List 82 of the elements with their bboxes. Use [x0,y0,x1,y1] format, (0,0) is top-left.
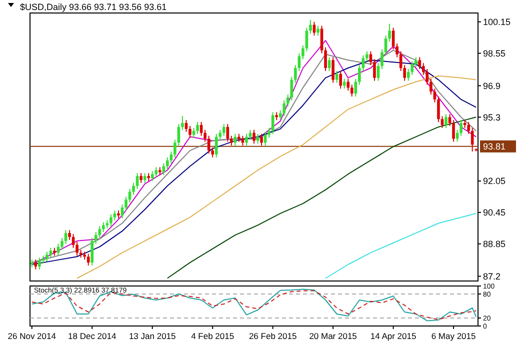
ref-line-label: 93.81 [483,142,506,152]
chart-title: $USD,Daily 93.66 93.71 93.56 93.61 [20,2,167,12]
candlestick [316,25,320,36]
candlestick [346,78,350,92]
candlestick [207,135,210,154]
candlestick [113,210,116,221]
candlestick [444,114,448,128]
x-tick-label: 4 Feb 2015 [191,331,234,341]
y-tick-label: 87.2 [483,271,501,282]
candlestick [373,58,376,82]
candlestick [136,172,139,190]
candlestick [214,133,218,158]
candlestick [72,234,75,248]
candlestick [354,78,358,98]
candlestick [332,56,334,84]
line-series [76,75,477,279]
candlestick [140,172,142,184]
candlestick [260,133,263,146]
candlestick [162,162,166,176]
candlestick [34,259,38,270]
candlestick [46,251,48,262]
candlestick [102,222,105,233]
candlestick [120,204,124,219]
candlestick [196,122,199,134]
x-tick-label: 20 Mar 2015 [309,331,358,341]
candlestick [252,129,256,144]
y-tick-label: 90.45 [483,208,506,218]
candlestick [143,172,146,184]
candlestick [124,196,128,211]
candlestick [222,124,226,136]
candlestick [150,170,154,182]
y-tick-label: 95.3 [483,112,501,122]
candlestick [414,56,418,68]
x-tick-label: 26 Nov 2014 [8,331,56,341]
candlestick [245,133,248,146]
x-tick-label: 26 Feb 2015 [248,331,297,341]
x-tick-label: 6 May 2015 [431,331,476,341]
y-tick-label: 96.9 [483,80,501,91]
candlestick [426,68,429,86]
candlestick [68,230,71,240]
candlestick [248,129,252,140]
candlestick [49,247,52,258]
y-tick-label: 98.55 [483,48,506,58]
candlestick [170,151,173,164]
candlestick [154,166,158,178]
line-series [166,116,477,279]
candlestick [342,78,346,90]
candlestick [335,70,338,84]
y-tick-label: 88.85 [483,239,506,250]
candlestick [230,135,233,146]
candlestick [181,116,184,130]
candlestick [110,214,112,227]
line-series [325,212,477,279]
candlestick [467,122,470,134]
candlestick [90,237,94,266]
candlestick [418,56,422,70]
candlestick [60,237,64,250]
candlestick [366,50,368,62]
candlestick [188,125,192,138]
candlestick [38,257,41,270]
candlestick [339,70,342,90]
candlestick [192,127,196,138]
candlestick [271,112,274,134]
candlestick [350,84,354,98]
x-tick-label: 13 Jan 2015 [128,331,176,341]
candlestick [64,230,68,244]
candlestick [184,120,188,132]
candlestick [309,19,312,34]
candlestick [305,27,308,52]
candlestick [376,62,380,82]
candlestick [380,48,384,70]
candlestick [86,253,90,266]
y-tick-label: 92.05 [483,176,506,186]
candlestick [226,124,230,142]
candlestick [241,135,244,146]
x-tick-label: 14 Apr 2015 [370,331,416,341]
candlestick [282,100,286,117]
x-tick-label: 18 Dec 2014 [68,331,116,341]
candlestick [470,127,474,152]
candlestick [200,122,203,136]
candlestick [328,56,331,72]
y-tick-label: 100.15 [483,16,511,27]
